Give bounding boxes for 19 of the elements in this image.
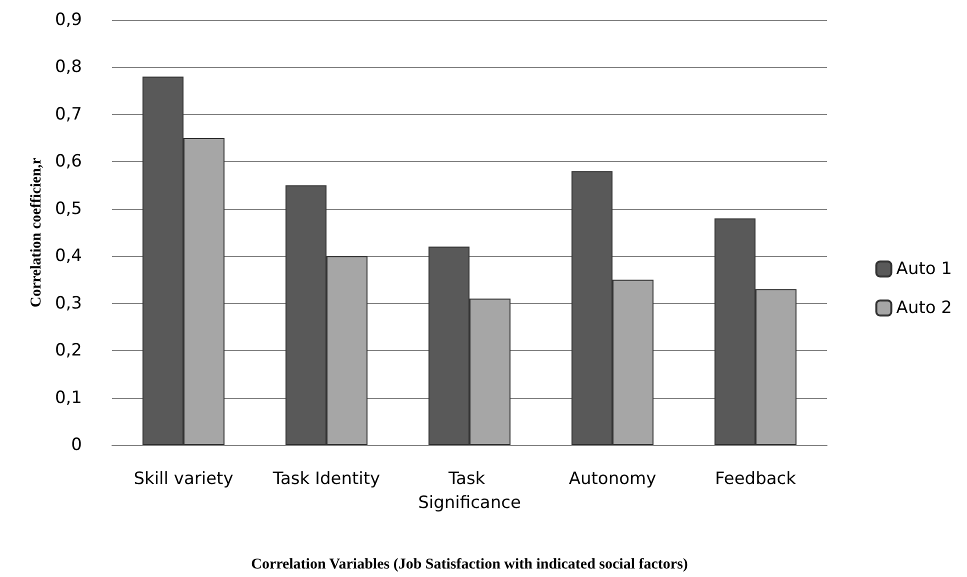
y-tick-label: 0,6 bbox=[54, 152, 82, 172]
y-tick-label: 0,1 bbox=[54, 388, 82, 408]
y-tick-label: 0,2 bbox=[54, 340, 82, 361]
x-tick-label: Task Identity bbox=[272, 469, 380, 489]
y-tick-label: 0,5 bbox=[54, 198, 82, 219]
x-tick-label: Feedback bbox=[715, 469, 796, 489]
y-tick-label: 0,9 bbox=[54, 10, 82, 30]
legend-label: Auto 2 bbox=[896, 298, 952, 318]
y-tick-label: 0,4 bbox=[54, 246, 82, 266]
legend-label: Auto 1 bbox=[896, 259, 952, 279]
y-tick-label: 0,3 bbox=[54, 293, 82, 314]
x-tick-label: Skill variety bbox=[134, 469, 234, 489]
x-axis-title: Correlation Variables (Job Satisfaction with indicated social factors) bbox=[251, 556, 688, 572]
y-axis-title: Correlation coefficien,r bbox=[28, 157, 45, 308]
y-tick-label: 0 bbox=[71, 435, 82, 455]
y-tick-label: 0,8 bbox=[54, 57, 82, 78]
x-tick-label: Autonomy bbox=[568, 469, 656, 489]
y-tick-label: 0,7 bbox=[54, 104, 82, 124]
x-tick-label: Task Significance bbox=[418, 469, 521, 513]
